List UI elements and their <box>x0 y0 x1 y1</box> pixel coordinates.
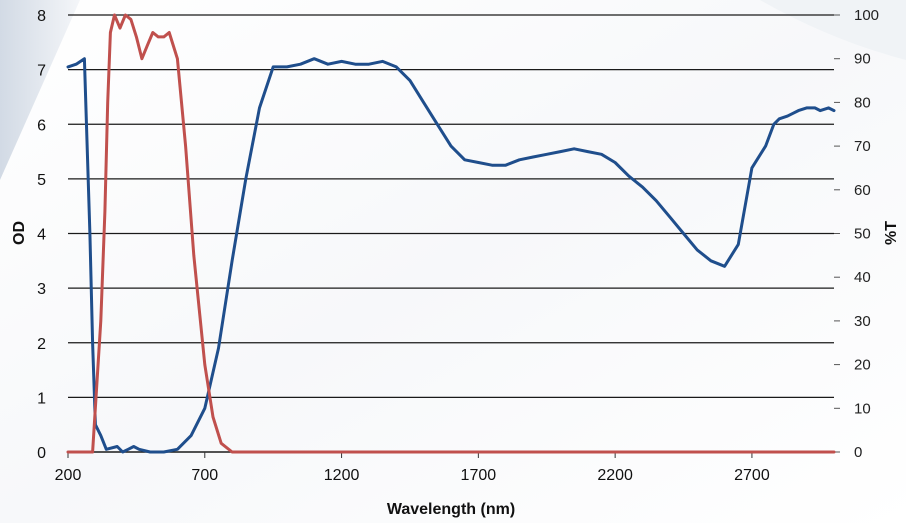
y-right-tick-label: 70 <box>854 138 871 155</box>
y-left-tick-label: 2 <box>37 336 46 353</box>
y-axis-left-title: OD <box>11 221 28 245</box>
y-left-tick-label: 6 <box>37 117 46 134</box>
series-line-od <box>66 57 836 454</box>
y-left-tick-label: 3 <box>37 281 46 298</box>
y-left-tick-label: 1 <box>37 390 46 407</box>
y-left-tick-label: 7 <box>37 63 46 80</box>
y-right-tick-label: 60 <box>854 182 871 199</box>
background-swoosh <box>0 0 80 180</box>
y-left-tick-label: 5 <box>37 172 46 189</box>
y-right-tick-label: 80 <box>854 94 871 111</box>
x-tick-label: 2700 <box>734 467 770 484</box>
y-left-tick-label: 8 <box>37 8 46 25</box>
y-right-tick-label: 20 <box>854 357 871 374</box>
y-right-tick-label: 100 <box>854 7 879 24</box>
x-tick-label: 1200 <box>324 467 360 484</box>
y-left-tick-label: 4 <box>37 227 46 244</box>
x-tick-label: 2200 <box>597 467 633 484</box>
y-right-tick-label: 50 <box>854 226 871 243</box>
x-tick-label: 200 <box>55 467 82 484</box>
y-right-tick-label: 0 <box>854 444 862 461</box>
x-tick-label: 700 <box>191 467 218 484</box>
series-lines <box>66 13 836 454</box>
y-right-tick-label: 40 <box>854 269 871 286</box>
y-right-tick-label: 30 <box>854 313 871 330</box>
series-line-transmission <box>66 13 836 454</box>
y-axis-right-title: %T <box>883 221 900 245</box>
y-left-tick-label: 0 <box>37 445 46 462</box>
y-right-tick-label: 90 <box>854 51 871 68</box>
x-tick-label: 1700 <box>461 467 497 484</box>
x-axis-title: Wavelength (nm) <box>387 501 515 518</box>
y-right-tick-label: 10 <box>854 400 871 417</box>
